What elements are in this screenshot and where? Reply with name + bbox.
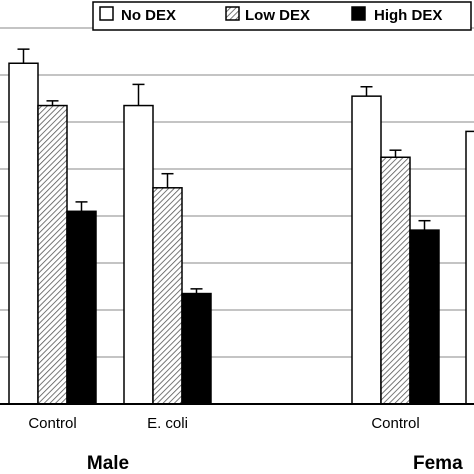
category-label-control: Control xyxy=(371,415,419,432)
error-bar-high-dex-2 xyxy=(418,219,431,231)
error-bar-high-dex-1 xyxy=(190,288,203,294)
legend-box xyxy=(92,1,472,31)
bar-no-dex-1 xyxy=(123,104,154,405)
legend-swatch-no-dex xyxy=(99,6,114,21)
category-label-control: Control xyxy=(28,415,76,432)
bar-high-dex-1 xyxy=(181,292,212,405)
bar-no-dex-2 xyxy=(351,95,382,405)
error-bar-low-dex-2 xyxy=(389,149,402,158)
category-label-e-coli: E. coli xyxy=(147,415,188,432)
bar-low-dex-1 xyxy=(152,187,183,405)
legend-swatch-low-dex xyxy=(225,6,240,21)
bar-low-dex-0 xyxy=(37,104,68,405)
error-bar-no-dex-1 xyxy=(132,83,145,106)
category-labels: Control E. coli Control Male Fema xyxy=(28,415,463,474)
legend: No DEX Low DEX High DEX xyxy=(92,1,472,31)
legend-swatch-high-dex xyxy=(351,6,366,21)
error-bar-low-dex-1 xyxy=(161,172,174,188)
error-bar-low-dex-0 xyxy=(46,100,59,106)
legend-label-high-dex: High DEX xyxy=(374,7,442,24)
bar-low-dex-2 xyxy=(380,156,411,405)
legend-label-no-dex: No DEX xyxy=(121,7,176,24)
bar-no-dex-3 xyxy=(465,130,474,405)
error-bar-no-dex-2 xyxy=(360,86,373,97)
bar-high-dex-0 xyxy=(66,210,97,405)
error-bar-no-dex-0 xyxy=(17,48,30,64)
error-bar-high-dex-0 xyxy=(75,201,88,212)
group-label-male: Male xyxy=(87,453,129,474)
group-label-fema: Fema xyxy=(413,453,463,474)
bar-high-dex-2 xyxy=(409,229,440,405)
legend-label-low-dex: Low DEX xyxy=(245,7,310,24)
bar-no-dex-0 xyxy=(8,62,39,405)
bars xyxy=(8,48,474,405)
